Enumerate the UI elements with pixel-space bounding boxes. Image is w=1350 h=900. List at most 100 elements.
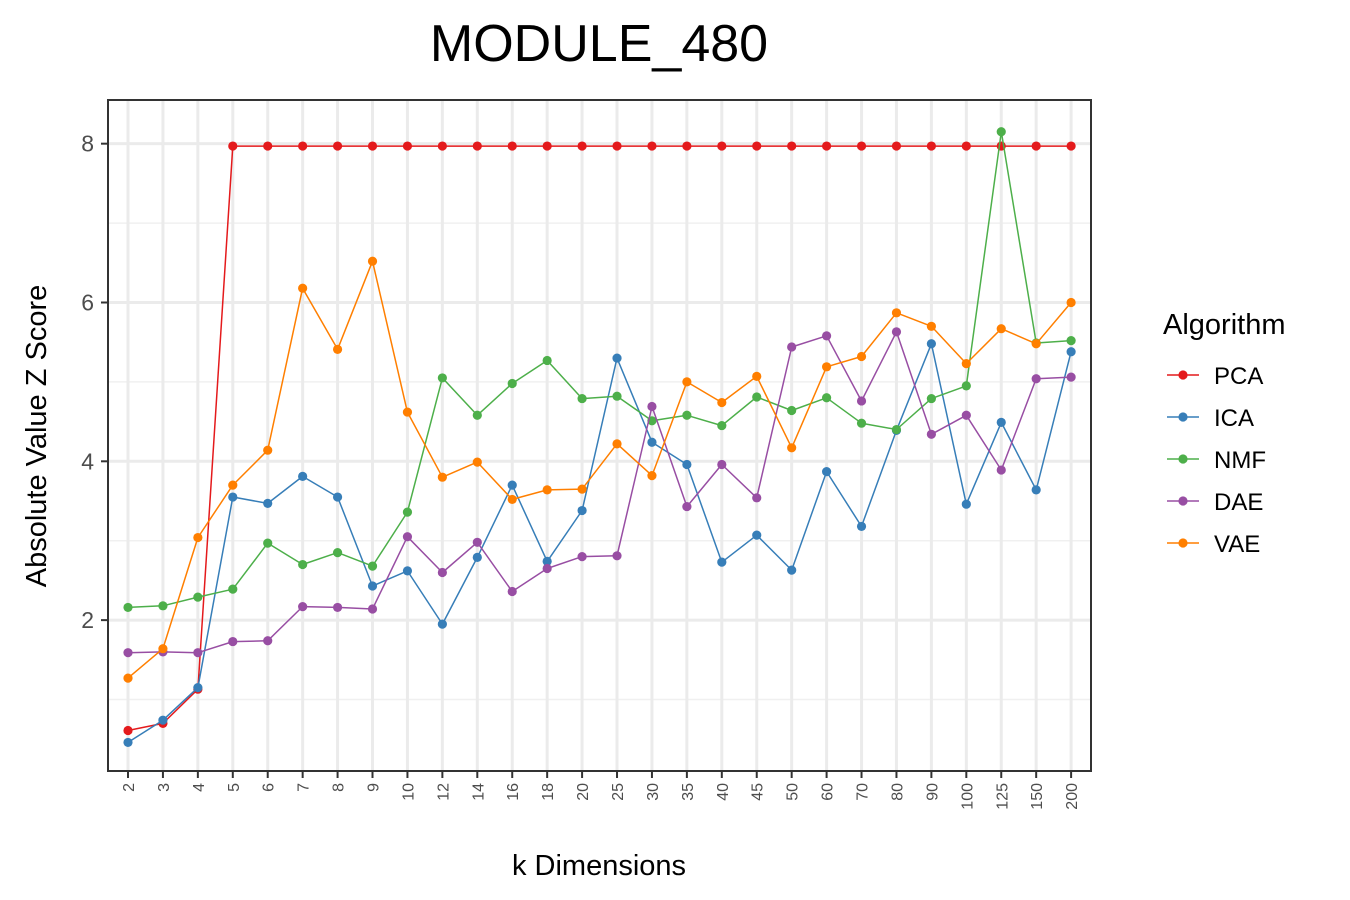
data-point-pca	[682, 141, 692, 151]
data-point-pca	[752, 141, 762, 151]
data-point-nmf	[193, 592, 203, 602]
data-point-ica	[612, 353, 622, 363]
data-point-pca	[717, 141, 727, 151]
data-point-nmf	[402, 507, 413, 517]
data-point-ica	[367, 581, 378, 591]
data-point-nmf	[472, 410, 482, 420]
data-point-dae	[682, 501, 692, 512]
legend-items: PCA ICA NMF DAE VAE	[1167, 363, 1266, 558]
data-point-nmf	[507, 378, 517, 389]
data-point-pca	[542, 141, 552, 151]
x-tick-label: 45	[750, 783, 767, 801]
data-point-dae	[1066, 372, 1076, 382]
data-point-dae	[856, 396, 867, 406]
data-point-pca	[647, 141, 657, 151]
data-point-dae	[787, 342, 797, 352]
data-point-ica	[752, 530, 762, 540]
data-point-pca	[787, 141, 797, 151]
legend-key-point	[1178, 370, 1188, 380]
data-point-dae	[647, 401, 657, 412]
x-tick-label: 10	[400, 783, 417, 801]
data-point-nmf	[787, 405, 797, 416]
data-point-dae	[1031, 374, 1041, 384]
data-point-dae	[263, 636, 273, 646]
data-point-pca	[961, 141, 971, 151]
data-point-ica	[507, 480, 517, 490]
legend-label: ICA	[1214, 405, 1254, 432]
data-point-dae	[577, 551, 587, 562]
y-axis: 2 4 6 8	[81, 131, 108, 633]
data-point-nmf	[367, 561, 378, 571]
x-tick-label: 25	[610, 783, 627, 801]
data-point-nmf	[228, 584, 238, 594]
series-line-dae	[127, 331, 1072, 654]
data-point-vae	[787, 443, 797, 453]
data-point-pca	[856, 141, 867, 151]
data-point-nmf	[961, 381, 971, 391]
data-point-dae	[542, 563, 552, 574]
data-point-dae	[717, 459, 727, 470]
data-point-dae	[437, 567, 447, 578]
data-point-vae	[1066, 297, 1076, 308]
data-point-ica	[123, 737, 133, 748]
y-tick-label: 4	[81, 448, 94, 474]
data-point-nmf	[158, 601, 168, 611]
data-point-nmf	[891, 424, 902, 435]
data-point-vae	[507, 494, 517, 505]
data-point-dae	[752, 493, 762, 503]
data-point-ica	[1066, 347, 1076, 357]
legend-label: DAE	[1214, 489, 1263, 516]
data-point-nmf	[1066, 336, 1076, 346]
data-point-ica	[263, 498, 273, 508]
data-point-vae	[158, 644, 168, 654]
data-point-ica	[961, 499, 971, 509]
series-line-nmf	[127, 131, 1072, 609]
x-tick-label: 6	[261, 783, 278, 792]
data-point-dae	[612, 551, 622, 561]
data-point-pca	[1031, 141, 1041, 151]
data-point-ica	[437, 619, 447, 629]
legend-label: VAE	[1214, 531, 1260, 558]
data-point-pca	[298, 141, 308, 151]
data-point-pca	[822, 141, 832, 151]
data-point-dae	[472, 537, 482, 547]
legend-label: PCA	[1214, 363, 1263, 390]
data-point-vae	[193, 532, 203, 543]
data-point-vae	[577, 484, 587, 494]
legend-item-dae: DAE	[1167, 489, 1263, 516]
data-point-nmf	[926, 393, 936, 404]
data-point-nmf	[263, 538, 273, 548]
chart-title: MODULE_480	[430, 15, 768, 73]
legend-key-point	[1178, 412, 1188, 422]
data-point-vae	[961, 359, 971, 369]
data-point-ica	[787, 565, 797, 575]
data-point-dae	[367, 604, 378, 614]
x-tick-label: 14	[470, 783, 487, 801]
data-point-pca	[472, 141, 482, 151]
legend-key-point	[1178, 538, 1188, 548]
data-point-nmf	[752, 392, 762, 402]
legend-key-point	[1178, 454, 1188, 464]
minor-gridlines	[108, 222, 1091, 701]
x-tick-label: 20	[575, 783, 592, 801]
x-tick-label: 9	[366, 783, 383, 792]
x-tick-label: 30	[645, 783, 662, 801]
data-point-ica	[332, 492, 343, 502]
data-point-nmf	[856, 418, 867, 428]
plot-panel-border	[107, 99, 1092, 772]
data-point-vae	[717, 397, 727, 408]
series-ica	[123, 339, 1076, 748]
data-point-ica	[1031, 485, 1041, 495]
data-point-vae	[856, 351, 867, 362]
x-tick-label: 60	[820, 783, 837, 801]
data-point-vae	[402, 407, 413, 417]
major-gridlines	[108, 100, 1091, 771]
data-point-dae	[996, 465, 1006, 475]
data-point-nmf	[298, 559, 308, 570]
x-tick-label: 50	[785, 783, 802, 801]
data-point-nmf	[612, 391, 622, 401]
data-point-dae	[961, 410, 971, 420]
data-point-dae	[228, 636, 238, 647]
data-point-ica	[542, 556, 552, 566]
data-point-vae	[263, 445, 273, 455]
